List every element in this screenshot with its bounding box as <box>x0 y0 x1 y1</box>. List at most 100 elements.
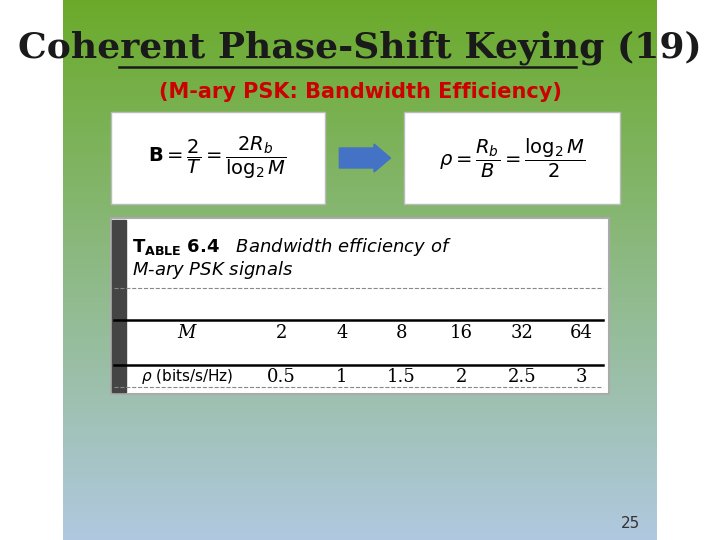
Bar <box>63 189 657 192</box>
Bar <box>63 448 657 451</box>
Bar <box>63 248 657 251</box>
Bar <box>63 505 657 508</box>
Bar <box>63 405 657 408</box>
Bar <box>63 435 657 437</box>
Bar <box>63 413 657 416</box>
Bar <box>63 192 657 194</box>
Bar <box>63 424 657 427</box>
Text: M: M <box>178 324 196 342</box>
Bar <box>63 97 657 100</box>
Bar <box>63 165 657 167</box>
Text: $\mathit{M\text{-}ary\ PSK\ signals}$: $\mathit{M\text{-}ary\ PSK\ signals}$ <box>132 259 293 281</box>
Text: 2: 2 <box>456 368 467 386</box>
Bar <box>63 194 657 197</box>
Text: $\mathbf{T}_{\mathbf{ABLE}}\ \mathbf{6.4}$   $\mathit{Bandwidth\ efficiency\ of}: $\mathbf{T}_{\mathbf{ABLE}}\ \mathbf{6.4… <box>132 236 452 258</box>
Bar <box>63 502 657 505</box>
Bar <box>63 113 657 116</box>
Bar <box>63 16 657 19</box>
Text: 2: 2 <box>276 324 287 342</box>
Bar <box>63 508 657 510</box>
Bar <box>63 535 657 537</box>
Bar <box>63 84 657 86</box>
Bar <box>63 446 657 448</box>
Bar <box>63 383 657 386</box>
Bar <box>63 3 657 5</box>
Bar <box>63 162 657 165</box>
Bar <box>63 143 657 146</box>
Bar <box>63 224 657 227</box>
Bar <box>63 332 657 335</box>
Bar <box>63 251 657 254</box>
Bar <box>63 122 657 124</box>
Bar <box>63 329 657 332</box>
Bar <box>63 362 657 364</box>
Bar <box>63 273 657 275</box>
Bar <box>63 178 657 181</box>
Bar <box>63 186 657 189</box>
Bar <box>63 518 657 521</box>
Bar <box>63 381 657 383</box>
Text: 0.5: 0.5 <box>267 368 296 386</box>
Bar <box>63 297 657 300</box>
Bar <box>63 81 657 84</box>
FancyBboxPatch shape <box>111 218 609 394</box>
Text: 3: 3 <box>575 368 587 386</box>
Bar <box>63 119 657 122</box>
Bar <box>63 259 657 262</box>
Bar <box>63 40 657 43</box>
Bar <box>63 265 657 267</box>
Bar <box>63 43 657 46</box>
Bar <box>63 340 657 343</box>
Bar <box>63 130 657 132</box>
Bar <box>63 489 657 491</box>
Bar <box>63 68 657 70</box>
Bar <box>63 159 657 162</box>
Bar <box>63 46 657 49</box>
Bar <box>63 486 657 489</box>
Text: 1: 1 <box>336 368 348 386</box>
Bar <box>63 157 657 159</box>
Text: $\rho$ (bits/s/Hz): $\rho$ (bits/s/Hz) <box>140 368 233 387</box>
Bar <box>63 270 657 273</box>
Bar <box>63 478 657 481</box>
Text: 8: 8 <box>395 324 407 342</box>
Bar <box>63 151 657 154</box>
Bar <box>63 235 657 238</box>
Bar <box>63 500 657 502</box>
Bar <box>63 197 657 200</box>
Bar <box>63 86 657 89</box>
Bar <box>63 154 657 157</box>
Text: $\mathbf{B} = \dfrac{2}{T} = \dfrac{2R_b}{\log_2 M}$: $\mathbf{B} = \dfrac{2}{T} = \dfrac{2R_b… <box>148 135 287 181</box>
Bar <box>63 316 657 319</box>
Bar <box>63 321 657 324</box>
Bar <box>63 30 657 32</box>
Bar <box>63 19 657 22</box>
Bar <box>63 184 657 186</box>
Bar <box>63 140 657 143</box>
Bar <box>63 437 657 440</box>
Bar <box>63 416 657 418</box>
Bar <box>63 343 657 346</box>
Bar <box>63 470 657 472</box>
Bar <box>63 351 657 354</box>
Bar <box>63 529 657 532</box>
Bar <box>63 367 657 370</box>
Bar <box>63 524 657 526</box>
Bar <box>63 300 657 302</box>
Bar <box>63 89 657 92</box>
Bar <box>63 389 657 392</box>
Bar <box>63 219 657 221</box>
Bar <box>63 308 657 310</box>
FancyArrow shape <box>339 144 390 172</box>
Bar <box>63 267 657 270</box>
Bar <box>63 513 657 516</box>
Bar <box>63 386 657 389</box>
Bar <box>63 202 657 205</box>
Bar <box>63 14 657 16</box>
Bar <box>63 481 657 483</box>
Bar <box>63 281 657 284</box>
Bar <box>63 200 657 202</box>
Bar <box>63 440 657 443</box>
Bar <box>63 305 657 308</box>
Bar <box>63 532 657 535</box>
